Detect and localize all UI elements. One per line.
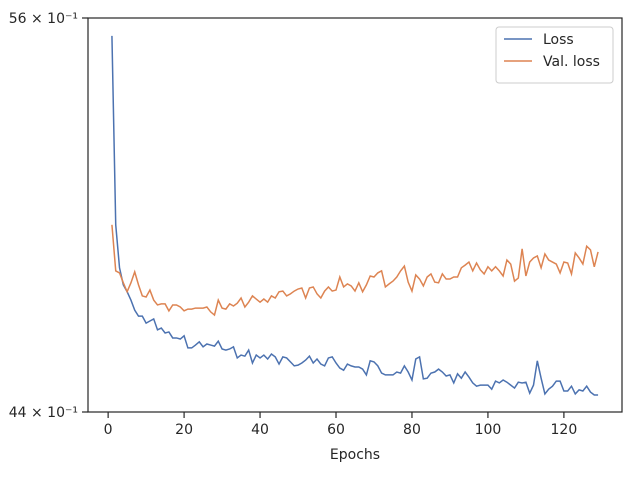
y-tick-label: 56 × 10⁻¹ — [9, 11, 78, 27]
line-series — [111, 224, 599, 317]
y-tick-label: 44 × 10⁻¹ — [9, 405, 78, 421]
x-tick-label: 80 — [403, 422, 421, 438]
line-series — [111, 35, 599, 396]
plot-frame — [87, 17, 623, 413]
x-tick-label: 120 — [551, 422, 578, 438]
legend: Loss Val. loss — [495, 26, 614, 84]
x-tick-label: 40 — [251, 422, 269, 438]
x-tick-label: 60 — [327, 422, 345, 438]
x-axis-label: Epochs — [330, 447, 380, 463]
legend-box — [495, 26, 614, 84]
legend-label: Loss — [543, 32, 574, 48]
x-tick-label: 0 — [104, 422, 113, 438]
x-tick-label: 20 — [175, 422, 193, 438]
x-tick-label: 100 — [475, 422, 502, 438]
legend-label: Val. loss — [543, 54, 600, 70]
